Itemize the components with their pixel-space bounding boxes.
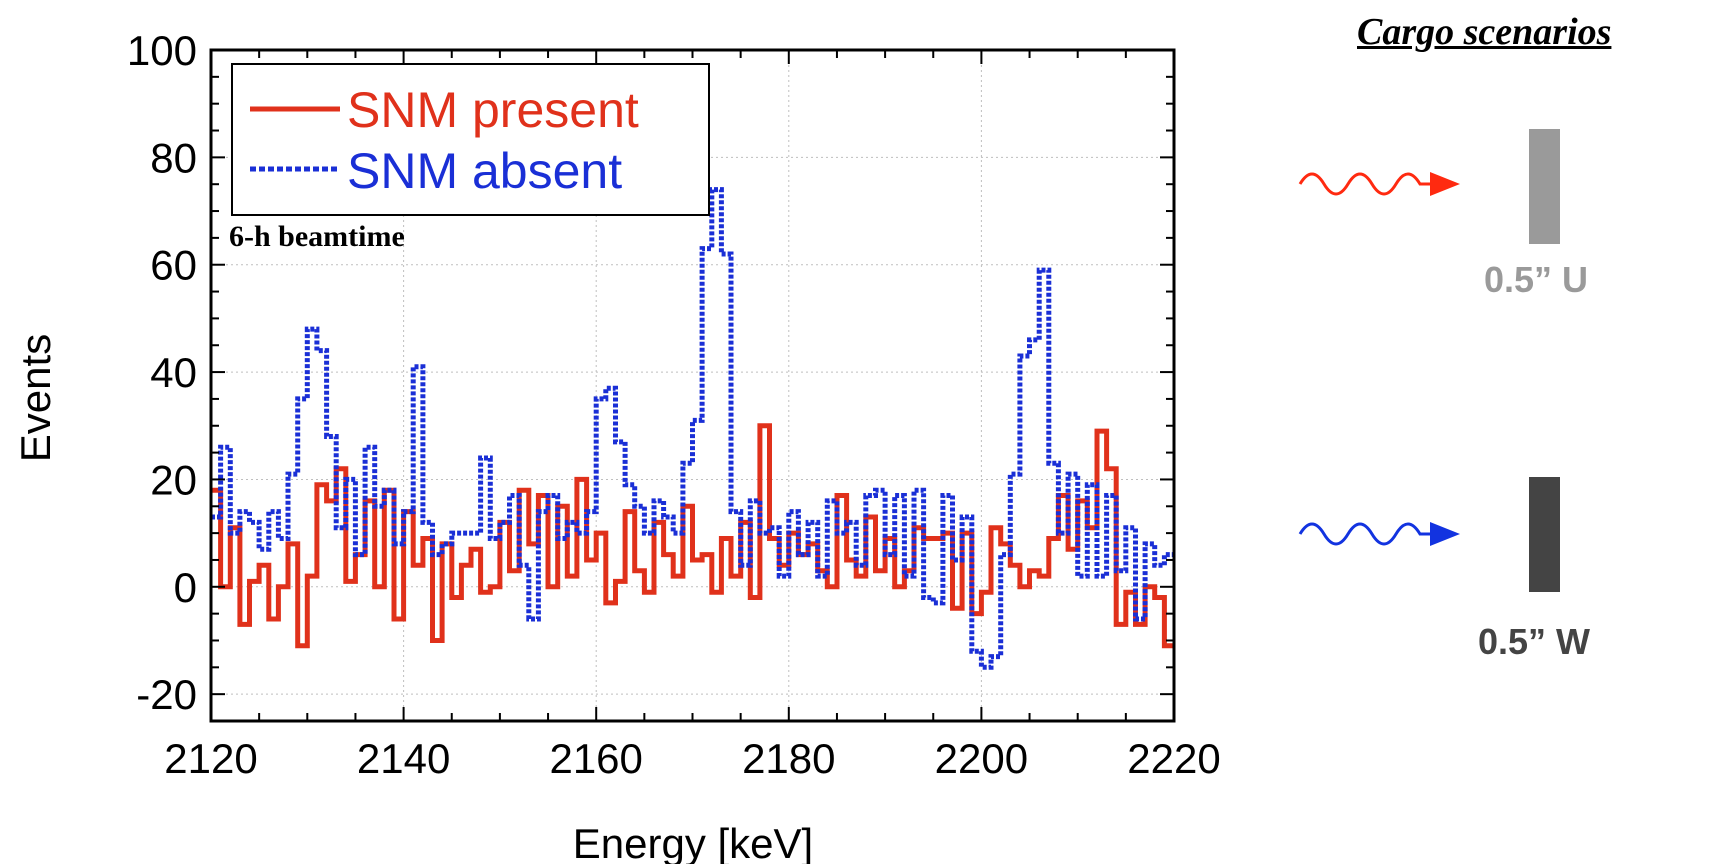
y-axis-title: Events xyxy=(12,334,59,462)
series-layer xyxy=(211,187,1174,670)
x-tick-label: 2200 xyxy=(935,735,1028,782)
legend-label-snm-absent: SNM absent xyxy=(347,143,622,199)
y-tick-label: 80 xyxy=(150,134,197,181)
cargo-scenarios-title: Cargo scenarios xyxy=(1357,11,1612,53)
x-tick-label: 2120 xyxy=(164,735,257,782)
blue-arrow-icon xyxy=(1298,522,1460,546)
uranium-sample-label: 0.5” U xyxy=(1484,259,1589,300)
y-tick-label: 40 xyxy=(150,349,197,396)
series-line-snm-absent xyxy=(211,187,1174,670)
y-tick-label: -20 xyxy=(136,671,197,718)
legend-box xyxy=(231,63,710,216)
y-tick-label: 100 xyxy=(127,27,197,74)
uranium-sample-bar xyxy=(1529,129,1560,244)
x-tick-label: 2220 xyxy=(1127,735,1220,782)
legend-label-snm-present: SNM present xyxy=(347,82,639,138)
y-tick-label: 0 xyxy=(174,564,197,611)
cargo-scenarios-panel: Cargo scenarios 0.5” U 0.5” W xyxy=(1240,0,1715,864)
legend: SNM present SNM absent xyxy=(231,63,710,216)
beamtime-annotation: 6-h beamtime xyxy=(229,220,405,253)
x-axis-title: Energy [keV] xyxy=(573,820,813,864)
axis-ticks: 2120 2140 2160 2180 2200 2220 100 80 60 40 20 0 -20 xyxy=(127,27,1221,782)
spectrum-chart: 2120 2140 2160 2180 2200 2220100806040200-20 … xyxy=(12,27,1221,864)
x-tick-label: 2180 xyxy=(742,735,835,782)
tungsten-sample-bar xyxy=(1529,477,1560,592)
y-tick-label: 20 xyxy=(150,456,197,503)
tungsten-sample-label: 0.5” W xyxy=(1478,621,1591,662)
x-tick-label: 2160 xyxy=(549,735,642,782)
y-tick-label: 60 xyxy=(150,242,197,289)
red-arrow-icon xyxy=(1298,172,1460,196)
x-tick-label: 2140 xyxy=(357,735,450,782)
